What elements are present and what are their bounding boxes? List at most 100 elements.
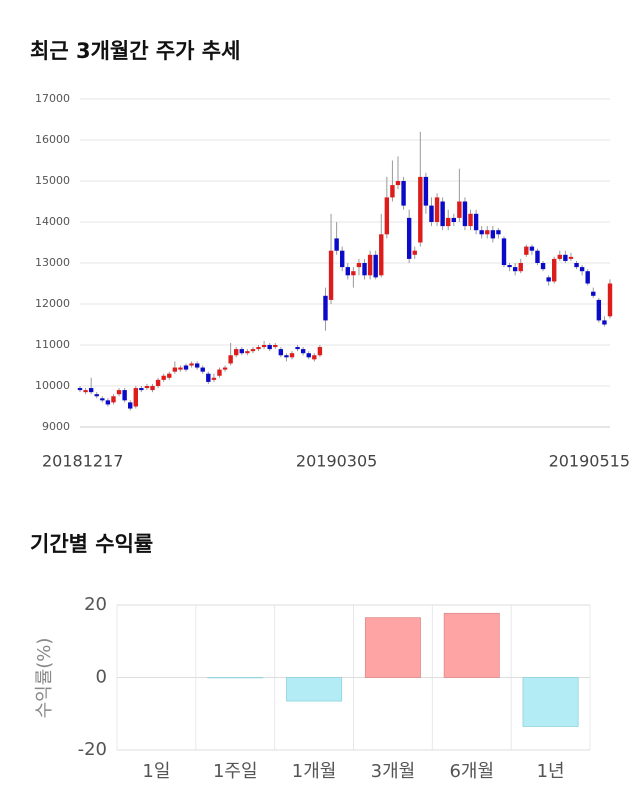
candle-body (94, 394, 99, 397)
bar (522, 677, 579, 727)
candle-body (222, 367, 228, 370)
candle-body (256, 347, 261, 350)
bar (286, 677, 343, 702)
x-tick-label: 1주일 (213, 761, 258, 782)
candle-body (100, 398, 105, 401)
candle-body (150, 386, 155, 391)
bar (364, 617, 421, 678)
y-tick-label: 13000 (35, 256, 70, 269)
candle-body (139, 388, 144, 391)
candle-body (546, 277, 551, 282)
candle-body (557, 254, 562, 259)
candle-body (167, 373, 172, 378)
candle-body (602, 320, 607, 325)
candle-body (122, 390, 127, 401)
candle-body (356, 263, 362, 268)
y-tick-label: 17000 (35, 92, 70, 105)
candle-body (128, 402, 133, 409)
candle-body (596, 299, 602, 321)
candle-body (334, 238, 339, 251)
candle-body (490, 230, 496, 239)
candle-body (211, 377, 217, 380)
candle-body (468, 213, 473, 227)
candle-body (535, 250, 540, 263)
candle-body (144, 386, 150, 389)
candle-body (574, 263, 579, 268)
candle-body (524, 246, 529, 255)
candle-body (340, 250, 345, 268)
y-tick-label: 14000 (35, 215, 70, 228)
candle-body (200, 367, 205, 372)
candle-body (273, 345, 278, 348)
candle-body (401, 181, 406, 206)
candle-body (384, 197, 390, 235)
candle-body (83, 390, 88, 393)
candle-body (194, 363, 200, 368)
y-tick-label: 16000 (35, 133, 70, 146)
candle-body (496, 230, 501, 235)
x-tick-label: 1개월 (292, 761, 337, 782)
candle-body (245, 351, 250, 354)
candle-body (552, 258, 557, 282)
y-tick-label: 9000 (42, 420, 70, 433)
candle-body (373, 254, 378, 278)
candle-body (607, 283, 613, 317)
candle-body (446, 217, 451, 227)
y-tick-label: 10000 (35, 379, 70, 392)
candle-body (412, 250, 417, 255)
candle-body (300, 349, 306, 354)
candle-body (501, 238, 507, 266)
x-tick-label: 1일 (142, 761, 170, 782)
y-axis-label: 수익률(%) (34, 638, 55, 719)
candle-body (217, 369, 222, 376)
chart-title: 기간별 수익률 (30, 532, 153, 556)
candle-body (518, 263, 523, 272)
candle-body (161, 375, 166, 380)
chart-title: 최근 3개월간 주가 추세 (30, 39, 240, 63)
candle-body (485, 230, 490, 235)
candle-body (261, 345, 267, 348)
candle-body (540, 263, 546, 270)
candle-body (362, 263, 367, 276)
candle-body (189, 363, 194, 366)
candle-body (563, 254, 568, 261)
y-tick-label: 11000 (35, 338, 70, 351)
candle-body (133, 388, 138, 407)
candle-body (178, 367, 183, 370)
candle-body (289, 353, 295, 358)
candle-body (462, 201, 468, 227)
candle-body (267, 345, 272, 350)
x-tick-label: 20190515 (549, 452, 630, 471)
candle-body (239, 349, 244, 354)
candle-body (284, 355, 289, 358)
candle-body (440, 201, 445, 227)
y-tick-label: 0 (96, 667, 107, 688)
candle-body (529, 246, 535, 251)
candle-body (390, 185, 395, 198)
candle-body (429, 205, 434, 222)
candle-body (317, 347, 323, 356)
candle-body (250, 349, 256, 352)
x-tick-label: 6개월 (449, 761, 494, 782)
candle-body (77, 388, 83, 391)
candle-body (568, 256, 574, 259)
candle-body (345, 267, 350, 276)
candle-body (479, 230, 484, 235)
candle-body (579, 267, 585, 272)
candle-body (512, 267, 518, 272)
candle-body (367, 254, 373, 276)
x-tick-label: 1년 (537, 761, 565, 782)
candle-body (585, 271, 590, 284)
candle-body (172, 367, 178, 372)
candle-body (183, 365, 189, 370)
candle-body (395, 181, 401, 186)
candle-body (591, 291, 596, 296)
candle-body (457, 201, 462, 218)
candle-body (418, 176, 423, 243)
candle-body (306, 353, 311, 358)
candle-body (351, 271, 356, 276)
candle-body (111, 396, 116, 403)
candle-body (155, 379, 161, 386)
y-tick-label: 15000 (35, 174, 70, 187)
